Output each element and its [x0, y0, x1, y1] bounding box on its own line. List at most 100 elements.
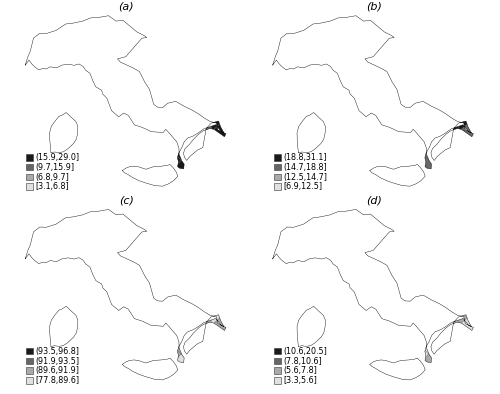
Polygon shape — [261, 50, 296, 76]
Polygon shape — [130, 204, 146, 238]
Polygon shape — [64, 250, 84, 279]
Polygon shape — [66, 17, 76, 38]
Polygon shape — [394, 294, 406, 307]
PathPatch shape — [0, 0, 265, 230]
Polygon shape — [336, 243, 344, 255]
Polygon shape — [406, 303, 418, 310]
Polygon shape — [369, 82, 382, 96]
Polygon shape — [88, 6, 120, 31]
Polygon shape — [392, 359, 402, 382]
Polygon shape — [122, 199, 136, 232]
Polygon shape — [328, 240, 339, 253]
Polygon shape — [50, 38, 59, 48]
Polygon shape — [347, 52, 359, 64]
Polygon shape — [366, 365, 398, 392]
Polygon shape — [102, 240, 116, 252]
Polygon shape — [92, 35, 105, 48]
Polygon shape — [414, 369, 454, 394]
Polygon shape — [98, 62, 106, 75]
Polygon shape — [158, 287, 170, 306]
Polygon shape — [144, 305, 160, 312]
Polygon shape — [142, 60, 187, 85]
Polygon shape — [50, 232, 59, 242]
Polygon shape — [328, 30, 340, 46]
Polygon shape — [290, 32, 302, 46]
Polygon shape — [444, 137, 478, 184]
Polygon shape — [89, 136, 134, 194]
Polygon shape — [350, 46, 364, 58]
Polygon shape — [404, 338, 428, 364]
Polygon shape — [98, 256, 106, 269]
Polygon shape — [114, 33, 128, 41]
Polygon shape — [304, 19, 312, 40]
Polygon shape — [358, 35, 366, 46]
Polygon shape — [310, 264, 344, 293]
Polygon shape — [458, 303, 490, 348]
Polygon shape — [84, 261, 96, 270]
Polygon shape — [373, 51, 391, 77]
Polygon shape — [397, 153, 410, 183]
Polygon shape — [132, 115, 160, 146]
Polygon shape — [134, 55, 180, 76]
Polygon shape — [382, 82, 396, 89]
Polygon shape — [420, 160, 455, 185]
Polygon shape — [356, 68, 370, 85]
Polygon shape — [302, 36, 311, 46]
Polygon shape — [298, 38, 307, 48]
Polygon shape — [129, 331, 157, 368]
Polygon shape — [328, 46, 339, 59]
Polygon shape — [94, 243, 104, 255]
Title: (a): (a) — [118, 2, 134, 12]
Polygon shape — [22, 322, 66, 360]
Polygon shape — [157, 145, 181, 171]
Title: (c): (c) — [119, 195, 134, 206]
Polygon shape — [104, 295, 140, 332]
Polygon shape — [60, 52, 74, 81]
Polygon shape — [134, 82, 148, 89]
Polygon shape — [350, 278, 371, 304]
Polygon shape — [429, 249, 456, 313]
Polygon shape — [110, 7, 124, 34]
Polygon shape — [403, 309, 421, 340]
Polygon shape — [304, 212, 312, 234]
Polygon shape — [258, 13, 292, 52]
Polygon shape — [406, 310, 417, 319]
Polygon shape — [261, 244, 296, 269]
Polygon shape — [104, 101, 140, 138]
Polygon shape — [318, 234, 326, 242]
Polygon shape — [96, 267, 112, 279]
Polygon shape — [311, 39, 319, 44]
Polygon shape — [342, 243, 351, 255]
Polygon shape — [64, 70, 96, 99]
Polygon shape — [380, 309, 407, 339]
Polygon shape — [312, 210, 317, 233]
Polygon shape — [440, 257, 470, 314]
Polygon shape — [114, 50, 132, 63]
Polygon shape — [350, 31, 361, 46]
Polygon shape — [298, 232, 307, 242]
Polygon shape — [96, 73, 112, 85]
Polygon shape — [166, 369, 206, 394]
Polygon shape — [389, 254, 434, 279]
Polygon shape — [373, 85, 383, 101]
Polygon shape — [134, 249, 180, 269]
Polygon shape — [403, 115, 421, 147]
Polygon shape — [150, 153, 162, 183]
Polygon shape — [142, 254, 187, 279]
Polygon shape — [140, 85, 151, 95]
Polygon shape — [66, 210, 76, 232]
Polygon shape — [314, 210, 324, 232]
Polygon shape — [277, 139, 349, 183]
Polygon shape — [62, 237, 72, 247]
Polygon shape — [132, 74, 144, 84]
Polygon shape — [380, 293, 394, 314]
Polygon shape — [314, 6, 339, 35]
Polygon shape — [79, 235, 89, 247]
Polygon shape — [132, 268, 144, 278]
Polygon shape — [98, 289, 132, 322]
Polygon shape — [335, 61, 343, 74]
Polygon shape — [277, 134, 322, 167]
Polygon shape — [354, 238, 368, 247]
Polygon shape — [264, 61, 312, 101]
Polygon shape — [386, 205, 420, 233]
